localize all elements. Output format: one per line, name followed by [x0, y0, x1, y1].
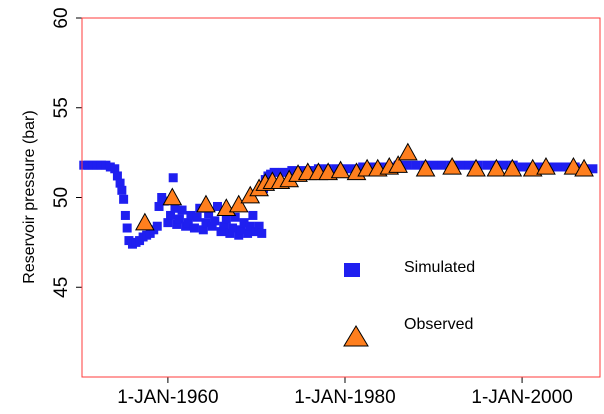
- simulated-point: [287, 166, 297, 176]
- simulated-point: [517, 162, 527, 172]
- simulated-point: [117, 185, 127, 195]
- simulated-point: [207, 221, 217, 231]
- observed-point: [415, 158, 436, 177]
- simulated-point: [119, 194, 129, 204]
- simulated-point: [122, 223, 132, 233]
- simulated-point: [204, 209, 214, 219]
- simulated-point: [552, 162, 562, 172]
- observed-point: [502, 158, 523, 177]
- simulated-point: [535, 162, 545, 172]
- simulated-point: [402, 160, 412, 170]
- simulated-point: [251, 227, 261, 237]
- y-tick-label: 50: [51, 187, 72, 208]
- simulated-point: [429, 160, 439, 170]
- simulated-point: [170, 203, 180, 213]
- simulated-point: [216, 227, 226, 237]
- simulated-point: [278, 167, 288, 177]
- observed-point: [522, 158, 543, 177]
- simulated-point: [166, 210, 176, 220]
- simulated-point: [219, 221, 229, 231]
- simulated-point: [239, 218, 249, 228]
- simulated-point: [225, 228, 235, 238]
- simulated-point: [168, 173, 178, 183]
- simulated-point: [112, 171, 122, 181]
- simulated-point: [192, 212, 202, 222]
- simulated-point: [257, 228, 267, 238]
- legend-marker: [343, 325, 369, 347]
- simulated-point: [455, 160, 465, 170]
- simulated-point: [482, 160, 492, 170]
- simulated-point: [120, 210, 130, 220]
- legend-marker: [344, 263, 360, 277]
- simulated-point: [234, 230, 244, 240]
- simulated-point: [248, 210, 258, 220]
- simulated-point: [110, 164, 120, 174]
- y-axis-label: Reservoir pressure (bar): [21, 110, 38, 283]
- simulated-point: [230, 212, 240, 222]
- simulated-point: [561, 162, 571, 172]
- simulated-point: [228, 223, 238, 233]
- observed-point: [135, 212, 155, 231]
- observed-point: [228, 194, 249, 213]
- observed-point: [442, 156, 462, 175]
- observed-point: [486, 158, 507, 177]
- observed-point: [196, 194, 216, 213]
- legend-label: Observed: [404, 316, 473, 333]
- simulated-point: [177, 205, 187, 215]
- simulated-point: [163, 218, 173, 228]
- simulated-point: [245, 221, 255, 231]
- simulated-point: [269, 167, 279, 177]
- simulated-point: [499, 160, 509, 170]
- simulated-point: [152, 221, 162, 231]
- simulated-point: [186, 210, 196, 220]
- simulated-point: [183, 218, 193, 228]
- x-tick-label: 1-JAN-1980: [294, 387, 395, 408]
- simulated-point: [115, 178, 125, 188]
- observed-point: [398, 142, 418, 161]
- simulated-point: [172, 219, 182, 229]
- legend-label: Simulated: [404, 259, 475, 276]
- simulated-point: [236, 225, 246, 235]
- simulated-point: [254, 221, 264, 231]
- simulated-point: [243, 228, 253, 238]
- observed-point: [330, 160, 351, 179]
- simulated-point: [201, 218, 211, 228]
- plot-frame: [81, 17, 601, 378]
- simulated-point: [154, 201, 164, 211]
- observed-point: [388, 155, 408, 173]
- observed-point: [162, 187, 183, 206]
- simulated-point: [437, 160, 447, 170]
- observed-point: [574, 158, 594, 177]
- observed-point: [466, 158, 486, 177]
- x-tick-label: 1-JAN-1960: [117, 387, 218, 408]
- simulated-point: [411, 160, 421, 170]
- simulated-point: [588, 164, 598, 174]
- y-tick-label: 45: [51, 277, 72, 298]
- simulated-point: [198, 225, 208, 235]
- observed-point: [536, 156, 556, 175]
- simulated-point: [212, 201, 222, 211]
- simulated-point: [174, 214, 184, 224]
- simulated-point: [159, 196, 169, 206]
- simulated-point: [189, 223, 199, 233]
- simulated-point: [210, 216, 220, 226]
- y-tick-label: 55: [51, 97, 72, 118]
- y-tick-label: 60: [51, 7, 72, 28]
- simulated-point: [464, 160, 474, 170]
- x-tick-label: 1-JAN-2000: [471, 387, 572, 408]
- simulated-point: [221, 214, 231, 224]
